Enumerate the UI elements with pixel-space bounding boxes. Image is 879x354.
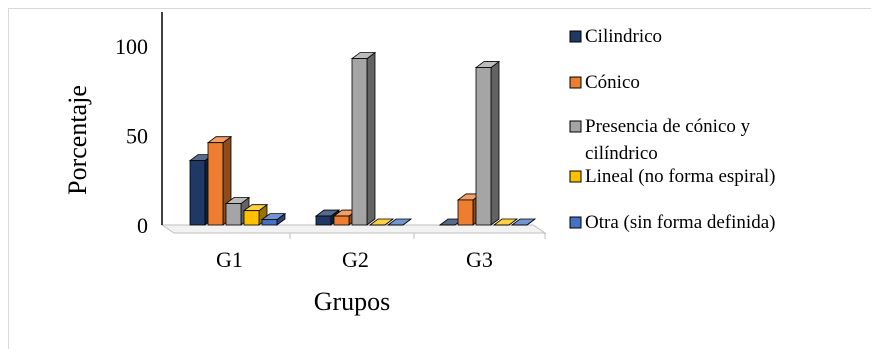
frame-left-border — [8, 8, 9, 349]
bar-g3-series-2 — [458, 200, 473, 225]
legend-label-2: Cónico — [585, 72, 640, 93]
bar-g2-series-3 — [352, 59, 367, 225]
legend-label-5: Otra (sin forma definida) — [585, 212, 775, 233]
x-tick-label: G3 — [466, 247, 493, 272]
legend-swatch-1 — [570, 31, 581, 42]
legend-swatch-4 — [570, 171, 581, 182]
x-tick-label: G2 — [342, 247, 369, 272]
bar-g2-series-2 — [334, 216, 349, 225]
bar-g1-series-1 — [190, 161, 205, 225]
y-tick-label: 50 — [126, 124, 148, 149]
y-tick-label: 0 — [137, 213, 148, 238]
x-tick-label: G1 — [216, 247, 243, 272]
legend-label-3: Presencia de cónico y — [585, 116, 751, 137]
x-axis-title: Grupos — [314, 287, 391, 316]
legend-label-4: Lineal (no forma espiral) — [585, 166, 775, 187]
y-tick-label: 100 — [115, 34, 148, 59]
bar-g2-series-1 — [316, 216, 331, 225]
bar-g3-series-3 — [476, 68, 491, 225]
bar-g1-series-2 — [208, 143, 223, 225]
frame-top-border — [8, 8, 871, 9]
chart-floor — [162, 225, 545, 233]
legend-swatch-2 — [570, 77, 581, 88]
bar-side-g2-3 — [367, 53, 375, 225]
y-axis-title: Porcentaje — [63, 85, 92, 195]
legend-label-1: Cilindrico — [585, 26, 662, 47]
bar-g1-series-4 — [244, 211, 259, 225]
legend-swatch-5 — [570, 217, 581, 228]
bar-side-g3-3 — [491, 62, 499, 225]
legend-swatch-3 — [570, 121, 581, 132]
legend-label-3: cilíndrico — [585, 143, 658, 164]
bar-g1-series-3 — [226, 204, 241, 225]
bar-g1-series-5 — [262, 220, 277, 225]
